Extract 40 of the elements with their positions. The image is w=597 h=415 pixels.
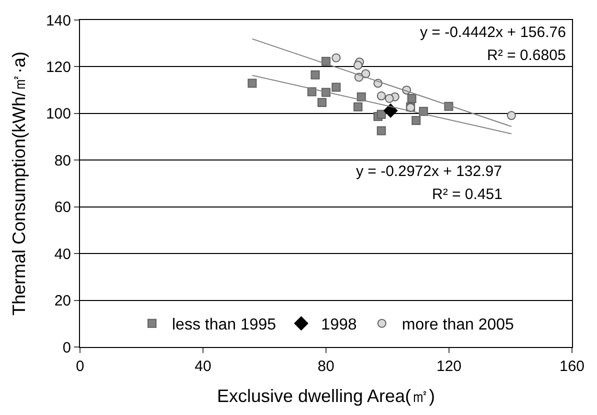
legend-label: more than 2005 xyxy=(402,316,514,334)
x-tick-label: 120 xyxy=(436,358,462,375)
point xyxy=(353,102,362,112)
point xyxy=(332,82,341,92)
point xyxy=(376,110,386,119)
y-tick-label: 40 xyxy=(54,246,71,263)
point xyxy=(318,98,326,107)
annotation: R² = 0.6805 xyxy=(487,47,566,64)
point xyxy=(353,60,362,70)
x-tick-label: 0 xyxy=(76,358,84,375)
legend-label: 1998 xyxy=(321,316,357,334)
point xyxy=(332,53,341,62)
y-tick-label: 100 xyxy=(46,106,71,123)
y-tick-label: 60 xyxy=(54,199,71,216)
point xyxy=(310,70,320,80)
point xyxy=(307,87,316,96)
x-tick-label: 80 xyxy=(318,358,334,375)
point xyxy=(376,91,386,100)
point xyxy=(506,111,516,120)
point xyxy=(376,126,386,136)
point xyxy=(248,78,257,88)
annotation: y = -0.2972x + 132.97 xyxy=(356,163,502,180)
y-tick-label: 120 xyxy=(46,58,71,76)
point xyxy=(418,106,428,116)
y-tick-label: 140 xyxy=(46,12,71,30)
annotation: y = -0.4442x + 156.76 xyxy=(420,24,566,41)
x-tick-label: 160 xyxy=(559,358,585,375)
point xyxy=(384,104,398,118)
y-tick-label: 80 xyxy=(54,152,71,170)
point xyxy=(384,94,394,103)
x-tick-label: 40 xyxy=(194,358,212,375)
x-axis-title: Exclusive dwelling Area(㎡) xyxy=(216,386,436,406)
y-tick-label: 0 xyxy=(62,339,71,356)
point xyxy=(412,116,421,125)
y-tick-label: 20 xyxy=(54,292,71,310)
point xyxy=(444,102,454,111)
point xyxy=(407,94,416,103)
y-axis-title: Thermal Consumption(kWh/㎡·a) xyxy=(9,51,30,316)
annotation: R² = 0.451 xyxy=(432,186,502,203)
legend-label: less than 1995 xyxy=(172,316,276,334)
